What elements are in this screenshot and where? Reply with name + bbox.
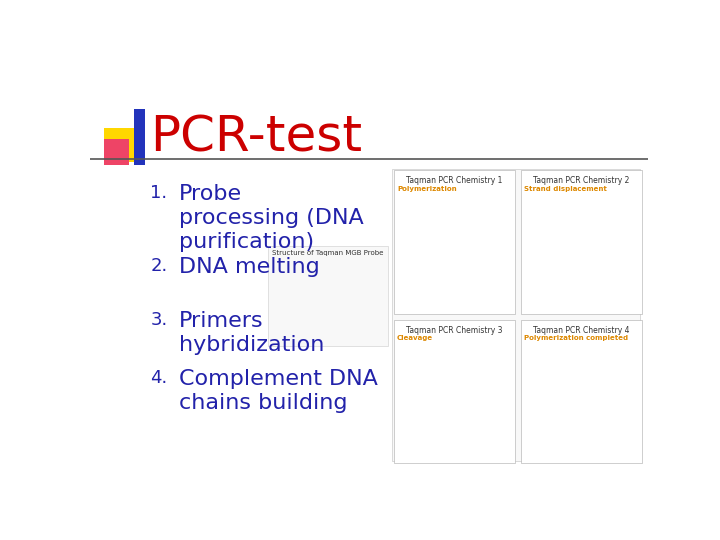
FancyBboxPatch shape [104, 128, 138, 162]
Text: Cleavage: Cleavage [397, 335, 433, 341]
Text: Primers
hybridization: Primers hybridization [179, 311, 325, 355]
FancyBboxPatch shape [394, 320, 515, 463]
FancyBboxPatch shape [269, 246, 388, 346]
FancyBboxPatch shape [521, 320, 642, 463]
Text: Taqman PCR Chemistry 3: Taqman PCR Chemistry 3 [406, 326, 503, 335]
FancyBboxPatch shape [394, 170, 515, 314]
Text: PCR-test: PCR-test [150, 114, 363, 162]
FancyBboxPatch shape [392, 168, 640, 461]
Text: Taqman PCR Chemistry 1: Taqman PCR Chemistry 1 [406, 177, 503, 185]
Text: Polymerization: Polymerization [397, 186, 456, 192]
Text: 1.: 1. [150, 184, 168, 202]
Text: 2.: 2. [150, 257, 168, 275]
Text: Taqman PCR Chemistry 2: Taqman PCR Chemistry 2 [534, 177, 629, 185]
Text: Structure of Taqman MGB Probe: Structure of Taqman MGB Probe [272, 251, 384, 256]
Text: Complement DNA
chains building: Complement DNA chains building [179, 369, 378, 413]
Text: Taqman PCR Chemistry 4: Taqman PCR Chemistry 4 [533, 326, 629, 335]
FancyBboxPatch shape [104, 139, 129, 165]
Text: 4.: 4. [150, 369, 168, 387]
Text: 3.: 3. [150, 311, 168, 329]
FancyBboxPatch shape [521, 170, 642, 314]
FancyBboxPatch shape [134, 110, 145, 165]
Text: DNA melting: DNA melting [179, 257, 320, 278]
Text: Polymerization completed: Polymerization completed [524, 335, 628, 341]
Text: Probe
processing (DNA
purification): Probe processing (DNA purification) [179, 184, 364, 252]
Text: Strand displacement: Strand displacement [524, 186, 607, 192]
